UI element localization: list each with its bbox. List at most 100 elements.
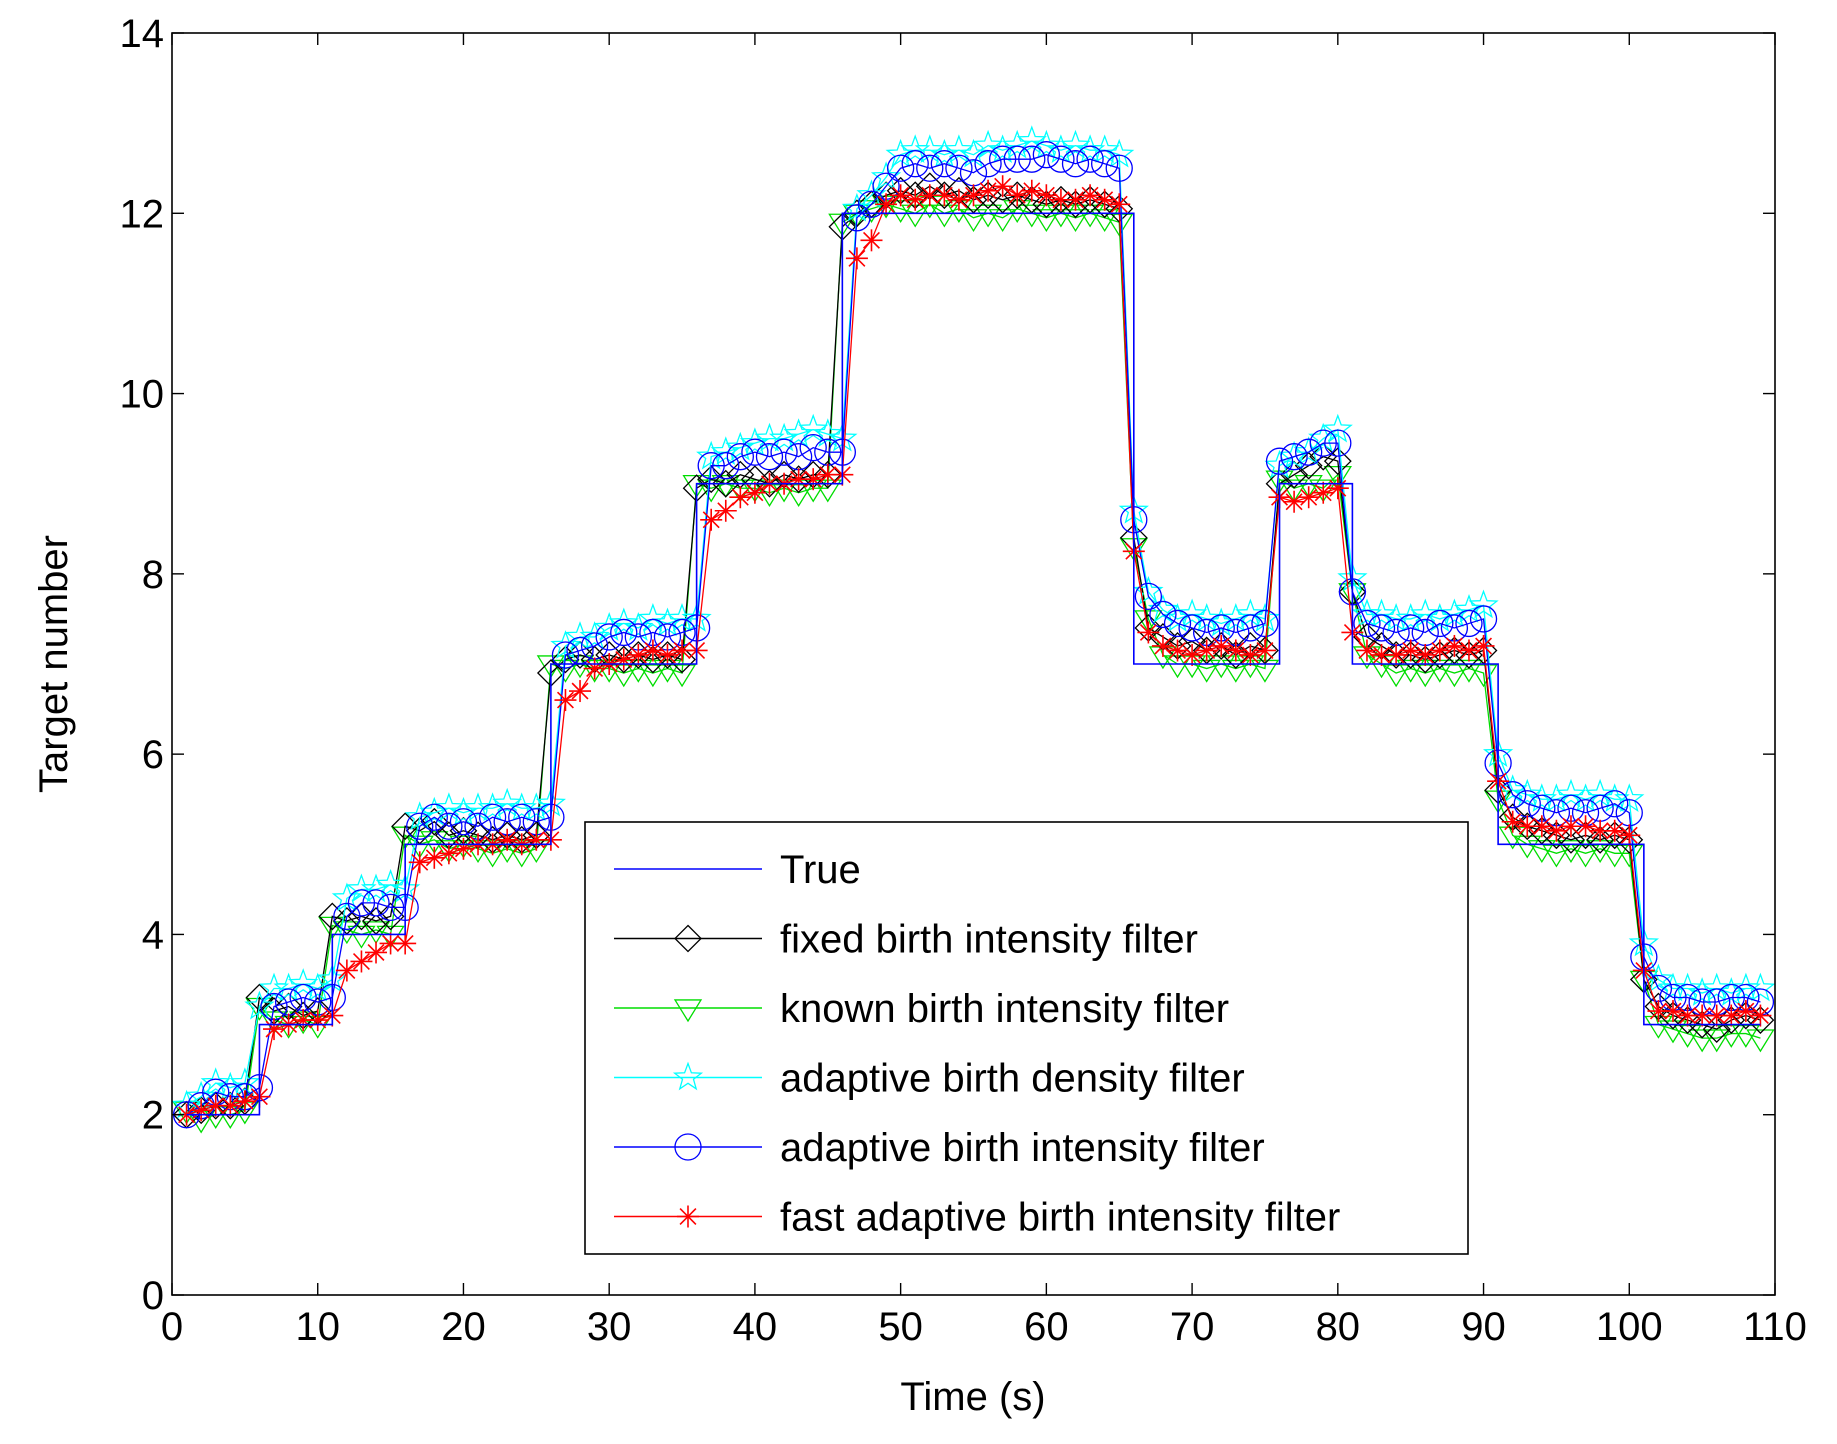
data-point-fast-adaptive-birth-intensity-filter-stroke xyxy=(396,934,414,952)
data-point-adaptive-birth-intensity-filter-shape xyxy=(1499,781,1527,809)
data-point-adaptive-birth-density-filter xyxy=(710,436,741,466)
data-point-adaptive-birth-intensity-filter-shape xyxy=(1178,614,1206,642)
data-point-fast-adaptive-birth-intensity-filter-stroke xyxy=(1052,191,1070,209)
plot-series xyxy=(171,125,1776,1134)
data-point-fast-adaptive-birth-intensity-filter-stroke xyxy=(1037,186,1055,204)
data-point-adaptive-birth-density-filter-shape xyxy=(1453,594,1485,623)
data-point-fast-adaptive-birth-intensity-filter-stroke xyxy=(1212,637,1230,655)
data-point-fixed-birth-intensity-filter xyxy=(551,645,580,674)
data-point-adaptive-birth-intensity-filter xyxy=(1163,609,1192,638)
data-point-known-birth-intensity-filter xyxy=(711,475,740,498)
data-point-fast-adaptive-birth-intensity-filter xyxy=(1006,184,1029,207)
data-point-adaptive-birth-density-filter xyxy=(1089,134,1120,164)
data-point-known-birth-intensity-filter-shape xyxy=(988,209,1017,233)
data-point-known-birth-intensity-filter-shape xyxy=(973,204,1003,228)
x-tick-label: 60 xyxy=(1024,1305,1069,1349)
data-point-fast-adaptive-birth-intensity-filter xyxy=(860,229,883,252)
data-point-adaptive-birth-density-filter xyxy=(433,792,464,822)
data-point-adaptive-birth-intensity-filter-shape xyxy=(1018,145,1046,173)
data-point-adaptive-birth-density-filter-shape xyxy=(550,630,581,659)
data-point-fast-adaptive-birth-intensity-filter-stroke xyxy=(1591,822,1609,840)
data-point-known-birth-intensity-filter xyxy=(1542,844,1571,868)
data-point-fast-adaptive-birth-intensity-filter-stroke xyxy=(1373,646,1391,664)
data-point-known-birth-intensity-filter-shape xyxy=(667,664,697,688)
data-point-adaptive-birth-density-filter-shape xyxy=(1439,598,1470,628)
data-point-fast-adaptive-birth-intensity-filter xyxy=(1079,184,1102,207)
data-point-adaptive-birth-intensity-filter xyxy=(1251,609,1279,638)
legend-item-fast-adaptive-birth-intensity-filter: fast adaptive birth intensity filter xyxy=(614,1196,1340,1240)
data-point-adaptive-birth-intensity-filter xyxy=(1309,429,1337,457)
data-point-known-birth-intensity-filter xyxy=(697,479,726,503)
data-point-adaptive-birth-intensity-filter xyxy=(1601,790,1629,818)
data-point-fast-adaptive-birth-intensity-filter xyxy=(452,837,475,860)
data-point-adaptive-birth-density-filter xyxy=(1745,972,1776,1002)
data-point-fast-adaptive-birth-intensity-filter xyxy=(962,184,985,207)
data-point-fast-adaptive-birth-intensity-filter-stroke xyxy=(1751,1007,1769,1025)
data-point-fast-adaptive-birth-intensity-filter-stroke xyxy=(1139,623,1157,641)
data-point-adaptive-birth-density-filter xyxy=(1410,598,1441,628)
data-point-adaptive-birth-density-filter-shape xyxy=(244,990,275,1020)
data-point-known-birth-intensity-filter-shape xyxy=(1731,1024,1761,1048)
data-point-fast-adaptive-birth-intensity-filter xyxy=(569,680,592,703)
data-point-fast-adaptive-birth-intensity-filter xyxy=(1297,486,1320,509)
data-point-fast-adaptive-birth-intensity-filter xyxy=(743,481,766,504)
data-point-fast-adaptive-birth-intensity-filter xyxy=(350,950,373,973)
data-point-adaptive-birth-intensity-filter-shape xyxy=(1353,609,1381,638)
data-point-adaptive-birth-density-filter xyxy=(958,138,989,168)
data-point-adaptive-birth-density-filter xyxy=(798,413,829,443)
x-tick-label: 10 xyxy=(295,1305,340,1349)
data-point-adaptive-birth-density-filter xyxy=(1191,603,1222,632)
data-point-adaptive-birth-density-filter xyxy=(302,972,333,1002)
data-point-fast-adaptive-birth-intensity-filter xyxy=(1210,634,1233,657)
data-point-fast-adaptive-birth-intensity-filter-stroke xyxy=(1679,1007,1697,1025)
data-point-fixed-birth-intensity-filter xyxy=(1586,825,1615,854)
legend-marker xyxy=(677,1205,699,1228)
data-point-fast-adaptive-birth-intensity-filter xyxy=(335,959,358,982)
data-point-adaptive-birth-density-filter-shape xyxy=(798,413,829,443)
data-point-adaptive-birth-intensity-filter-shape xyxy=(406,812,434,840)
x-tick-label: 110 xyxy=(1743,1305,1807,1349)
data-point-adaptive-birth-density-filter-shape xyxy=(1541,783,1572,813)
data-point-adaptive-birth-density-filter-shape xyxy=(987,134,1018,164)
data-point-adaptive-birth-density-filter-shape xyxy=(492,787,523,817)
data-point-adaptive-birth-intensity-filter-shape xyxy=(1601,790,1629,818)
data-point-fast-adaptive-birth-intensity-filter xyxy=(437,842,460,865)
data-point-fast-adaptive-birth-intensity-filter xyxy=(1414,643,1437,666)
data-point-fast-adaptive-birth-intensity-filter xyxy=(496,828,519,851)
data-point-fast-adaptive-birth-intensity-filter xyxy=(1457,639,1480,662)
data-point-adaptive-birth-intensity-filter xyxy=(1236,614,1265,642)
legend-item-adaptive-birth-density-filter: adaptive birth density filter xyxy=(614,1057,1245,1101)
data-point-known-birth-intensity-filter xyxy=(420,831,449,855)
data-point-adaptive-birth-intensity-filter-shape xyxy=(741,438,769,466)
data-point-fast-adaptive-birth-intensity-filter xyxy=(947,188,970,211)
legend-marker-shape xyxy=(674,1133,702,1161)
data-point-adaptive-birth-density-filter xyxy=(973,129,1004,159)
data-point-adaptive-birth-density-filter-shape xyxy=(1045,134,1077,164)
data-point-fast-adaptive-birth-intensity-filter-stroke xyxy=(1562,817,1580,835)
data-point-adaptive-birth-density-filter-shape xyxy=(1468,589,1499,619)
data-point-adaptive-birth-intensity-filter xyxy=(755,443,784,471)
data-point-adaptive-birth-intensity-filter-shape xyxy=(1367,614,1396,642)
data-point-adaptive-birth-density-filter-shape xyxy=(856,179,887,209)
data-point-known-birth-intensity-filter xyxy=(1294,475,1323,498)
data-point-adaptive-birth-intensity-filter xyxy=(406,812,434,840)
data-point-fast-adaptive-birth-intensity-filter xyxy=(583,657,606,680)
data-point-adaptive-birth-intensity-filter xyxy=(376,893,405,922)
data-point-fixed-birth-intensity-filter-shape xyxy=(1207,632,1236,660)
data-point-known-birth-intensity-filter xyxy=(1600,844,1629,868)
data-point-adaptive-birth-density-filter xyxy=(637,603,668,632)
data-point-adaptive-birth-intensity-filter-shape xyxy=(1105,154,1133,182)
data-point-fast-adaptive-birth-intensity-filter xyxy=(627,643,650,666)
data-point-adaptive-birth-density-filter xyxy=(856,179,887,209)
data-point-fast-adaptive-birth-intensity-filter xyxy=(1137,621,1160,644)
data-point-adaptive-birth-density-filter-shape xyxy=(477,792,508,822)
legend-marker xyxy=(674,1133,702,1161)
data-point-known-birth-intensity-filter xyxy=(1687,1029,1717,1053)
data-point-adaptive-birth-density-filter-shape xyxy=(1016,125,1047,155)
legend-label: adaptive birth density filter xyxy=(780,1057,1245,1101)
data-point-adaptive-birth-intensity-filter-shape xyxy=(1295,438,1323,466)
data-point-fast-adaptive-birth-intensity-filter xyxy=(1501,810,1524,833)
legend-marker-shape xyxy=(674,924,702,953)
data-point-fast-adaptive-birth-intensity-filter xyxy=(1661,1000,1684,1023)
data-point-fast-adaptive-birth-intensity-filter-stroke xyxy=(1649,1002,1667,1020)
